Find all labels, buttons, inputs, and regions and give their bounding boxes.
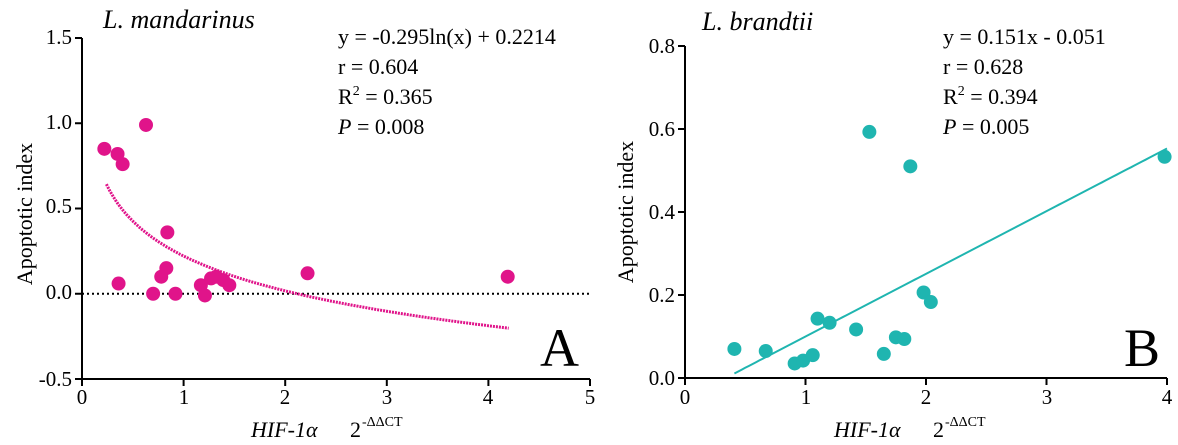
panel-b-letter: B <box>1124 318 1160 378</box>
panel-a-y-tick-label: 1.0 <box>46 110 72 134</box>
panel-a-ticks <box>75 37 591 386</box>
panel-a-data-point <box>111 276 126 291</box>
panel-a-data-point <box>139 117 154 132</box>
panel-a-data-point <box>168 286 183 301</box>
panel-a: 1.5 1.0 0.5 0.0 -0.5 0 1 2 3 4 5 Apoptot… <box>12 5 595 442</box>
panel-a-data-point <box>97 141 112 156</box>
panel-a-data-point <box>500 269 515 284</box>
panel-b-x-tick-label: 4 <box>1162 385 1173 409</box>
panel-a-data-point <box>160 225 175 240</box>
panel-a-data-point <box>197 288 212 303</box>
panel-a-x-tick-label: 2 <box>280 385 291 409</box>
panel-b-y-tick-label: 0.2 <box>649 283 675 307</box>
panel-b-data-point <box>727 341 742 356</box>
panel-b-y-tick-label: 0.0 <box>649 366 675 390</box>
panel-b-species-title: L. brandtii <box>701 7 813 36</box>
panel-b-x-axis-gene: HIF-1α <box>833 417 901 442</box>
panel-b-data-point <box>822 315 837 330</box>
panel-b-x-axis-formula-base: 2 <box>933 417 944 442</box>
panel-b-data-point <box>923 295 938 310</box>
panel-b-x-tick-label: 1 <box>801 385 812 409</box>
panel-b-p-value: P = 0.005 <box>942 114 1029 139</box>
panel-a-data-point <box>146 286 161 301</box>
panel-a-x-tick-label: 4 <box>483 385 494 409</box>
panel-a-letter: A <box>540 318 579 378</box>
panel-b-x-tick-label: 0 <box>680 385 691 409</box>
panel-b-data-point <box>758 344 773 359</box>
panel-a-x-tick-label: 5 <box>585 385 596 409</box>
panel-b-y-tick-label: 0.4 <box>649 200 676 224</box>
panel-b-x-axis-formula-exp: -ΔΔCT <box>945 415 986 430</box>
panel-b-y-tick-label: 0.6 <box>649 117 675 141</box>
panel-a-equation: y = -0.295ln(x) + 0.2214 <box>338 24 556 49</box>
panel-a-y-tick-label: 0.5 <box>46 194 72 218</box>
panel-a-x-axis-formula-exp: -ΔΔCT <box>362 415 403 430</box>
panel-a-data-point <box>300 266 315 281</box>
panel-a-y-tick-label: 1.5 <box>46 25 72 49</box>
panel-a-p-value: P = 0.008 <box>337 114 424 139</box>
panel-b-y-tick-label: 0.8 <box>649 34 675 58</box>
panel-b-data-point <box>903 159 918 174</box>
panel-b-data-point <box>849 322 864 337</box>
panel-a-marks <box>82 117 590 330</box>
panel-a-x-tick-label: 1 <box>179 385 190 409</box>
panel-a-x-axis-formula-base: 2 <box>350 417 361 442</box>
panel-a-data-point <box>115 157 130 172</box>
panel-a-r-squared: R2 = 0.365 <box>338 84 433 109</box>
panel-b-data-point <box>810 311 825 326</box>
panel-b-data-point <box>916 285 931 300</box>
panel-b-r-squared: R2 = 0.394 <box>943 84 1038 109</box>
panel-a-fit-line <box>105 183 509 330</box>
panel-a-species-title: L. mandarinus <box>102 5 255 34</box>
panel-a-y-tick-label: 0.0 <box>46 280 72 304</box>
panel-a-data-point <box>222 278 237 293</box>
panel-b-fit-line <box>733 147 1168 375</box>
panel-b-data-point <box>862 124 877 139</box>
panel-a-x-tick-label: 3 <box>382 385 393 409</box>
panel-a-y-axis-label: Apoptotic index <box>12 143 37 285</box>
panel-b-x-tick-label: 3 <box>1042 385 1053 409</box>
panel-a-y-tick-label: -0.5 <box>39 367 72 391</box>
panel-b-data-point <box>1157 149 1172 164</box>
panel-a-r-value: r = 0.604 <box>338 54 418 79</box>
panel-b: 0.8 0.6 0.4 0.2 0.0 0 1 2 3 4 Apoptotic … <box>613 7 1173 442</box>
panel-b-data-point <box>897 331 912 346</box>
panel-b-marks <box>727 124 1172 375</box>
panel-b-equation: y = 0.151x - 0.051 <box>943 24 1106 49</box>
panel-a-data-point <box>159 261 174 276</box>
panel-b-ticks <box>678 45 1168 385</box>
panel-b-y-axis-label: Apoptotic index <box>613 141 638 283</box>
panel-b-data-point <box>876 346 891 361</box>
panel-a-x-axis-gene: HIF-1α <box>250 417 318 442</box>
panel-b-r-value: r = 0.628 <box>943 54 1023 79</box>
panel-b-data-point <box>805 348 820 363</box>
panel-b-x-tick-label: 2 <box>921 385 932 409</box>
panel-a-x-tick-label: 0 <box>77 385 88 409</box>
